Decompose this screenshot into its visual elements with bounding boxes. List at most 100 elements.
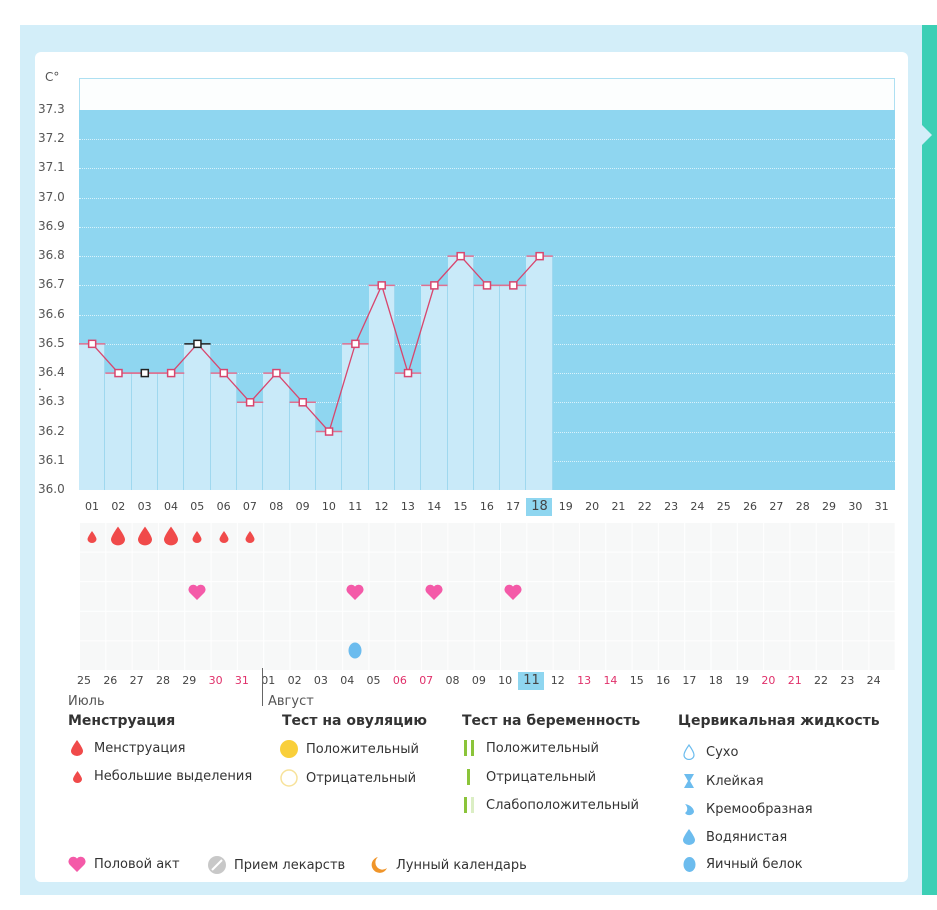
temperature-bar[interactable]: [263, 373, 290, 490]
calendar-date[interactable]: 23: [840, 674, 855, 687]
temperature-bar[interactable]: [500, 285, 527, 490]
calendar-date[interactable]: 02: [287, 674, 302, 687]
day-label[interactable]: 30: [848, 500, 863, 513]
calendar-date[interactable]: 20: [761, 674, 776, 687]
temperature-bar[interactable]: [210, 373, 237, 490]
calendar-date[interactable]: 15: [629, 674, 644, 687]
calendar-date[interactable]: 18: [708, 674, 723, 687]
calendar-date[interactable]: 01: [261, 674, 276, 687]
menstruation-drop-icon[interactable]: [137, 526, 152, 550]
temperature-bar[interactable]: [157, 373, 185, 490]
calendar-date[interactable]: 27: [129, 674, 144, 687]
day-label[interactable]: 29: [822, 500, 837, 513]
calendar-date[interactable]: 30: [208, 674, 223, 687]
day-label[interactable]: 14: [427, 500, 442, 513]
day-label[interactable]: 27: [769, 500, 784, 513]
day-label[interactable]: 09: [295, 500, 310, 513]
day-label[interactable]: 31: [874, 500, 889, 513]
day-label[interactable]: 23: [664, 500, 679, 513]
temperature-point[interactable]: [114, 368, 123, 378]
day-label[interactable]: 16: [479, 500, 494, 513]
temperature-bar[interactable]: [105, 373, 132, 490]
heart-icon[interactable]: [188, 584, 206, 604]
day-label[interactable]: 28: [795, 500, 810, 513]
heart-icon[interactable]: [346, 584, 364, 604]
calendar-date[interactable]: 11: [518, 672, 545, 690]
heart-icon[interactable]: [504, 584, 522, 604]
calendar-date[interactable]: 16: [656, 674, 671, 687]
spotting-drop-icon[interactable]: [192, 529, 202, 548]
day-label[interactable]: 22: [637, 500, 652, 513]
side-panel-toggle[interactable]: [922, 25, 937, 895]
temperature-bar[interactable]: [315, 431, 343, 490]
temperature-point[interactable]: [482, 281, 492, 290]
calendar-date[interactable]: 19: [735, 674, 750, 687]
day-label[interactable]: 24: [690, 500, 705, 513]
calendar-date[interactable]: 14: [603, 674, 618, 687]
temperature-bar[interactable]: [526, 256, 553, 490]
spotting-drop-icon[interactable]: [245, 529, 255, 548]
temperature-bar[interactable]: [79, 343, 106, 490]
temperature-point[interactable]: [324, 427, 334, 436]
day-label[interactable]: 05: [190, 500, 205, 513]
temperature-point[interactable]: [535, 251, 544, 261]
temperature-point[interactable]: [87, 339, 97, 349]
menstruation-drop-icon[interactable]: [164, 526, 179, 550]
calendar-date[interactable]: 24: [866, 674, 881, 687]
temperature-point[interactable]: [298, 398, 307, 407]
calendar-date[interactable]: 25: [77, 674, 91, 687]
day-label[interactable]: 06: [216, 500, 231, 513]
calendar-date[interactable]: 09: [471, 674, 486, 687]
day-label[interactable]: 02: [111, 500, 126, 513]
temperature-bar[interactable]: [368, 285, 395, 490]
temperature-bar[interactable]: [236, 402, 264, 490]
temperature-point[interactable]: [377, 281, 386, 290]
calendar-date[interactable]: 10: [498, 674, 513, 687]
day-label[interactable]: 18: [526, 498, 553, 516]
spotting-drop-icon[interactable]: [87, 529, 97, 548]
day-label[interactable]: 11: [348, 500, 363, 513]
temperature-point[interactable]: [430, 281, 439, 290]
calendar-date[interactable]: 03: [313, 674, 328, 687]
menstruation-drop-icon[interactable]: [111, 526, 126, 550]
temperature-point[interactable]: [245, 398, 255, 407]
temperature-point[interactable]: [140, 368, 150, 378]
calendar-date[interactable]: 21: [787, 674, 802, 687]
temperature-bar[interactable]: [421, 285, 448, 490]
calendar-date[interactable]: 31: [234, 674, 249, 687]
calendar-date[interactable]: 28: [155, 674, 170, 687]
calendar-date[interactable]: 05: [366, 674, 381, 687]
temperature-point[interactable]: [509, 281, 518, 290]
temperature-point[interactable]: [193, 339, 202, 349]
calendar-date[interactable]: 26: [103, 674, 118, 687]
day-label[interactable]: 25: [716, 500, 731, 513]
day-label[interactable]: 04: [163, 500, 178, 513]
day-label[interactable]: 17: [506, 500, 521, 513]
egg-icon[interactable]: [348, 641, 362, 663]
temperature-point[interactable]: [351, 339, 360, 349]
day-label[interactable]: 12: [374, 500, 389, 513]
spotting-drop-icon[interactable]: [219, 529, 229, 548]
day-label[interactable]: 08: [269, 500, 284, 513]
calendar-date[interactable]: 29: [182, 674, 197, 687]
temperature-point[interactable]: [272, 368, 281, 378]
day-label[interactable]: 20: [585, 500, 600, 513]
expand-arrow-icon[interactable]: [922, 125, 932, 145]
temperature-point[interactable]: [166, 368, 176, 378]
temperature-bar[interactable]: [184, 343, 211, 490]
day-label[interactable]: 07: [242, 500, 257, 513]
calendar-date[interactable]: 06: [392, 674, 407, 687]
day-label[interactable]: 21: [611, 500, 626, 513]
day-label[interactable]: 03: [137, 500, 152, 513]
temperature-point[interactable]: [403, 368, 413, 378]
day-label[interactable]: 26: [743, 500, 758, 513]
temperature-bar[interactable]: [394, 373, 422, 490]
day-label[interactable]: 01: [85, 500, 99, 513]
temperature-bar[interactable]: [131, 373, 158, 490]
day-label[interactable]: 19: [558, 500, 573, 513]
temperature-bar[interactable]: [447, 256, 474, 490]
temperature-bar[interactable]: [289, 402, 316, 490]
temperature-bar[interactable]: [473, 285, 501, 490]
heart-icon[interactable]: [425, 584, 443, 604]
day-label[interactable]: 15: [453, 500, 468, 513]
